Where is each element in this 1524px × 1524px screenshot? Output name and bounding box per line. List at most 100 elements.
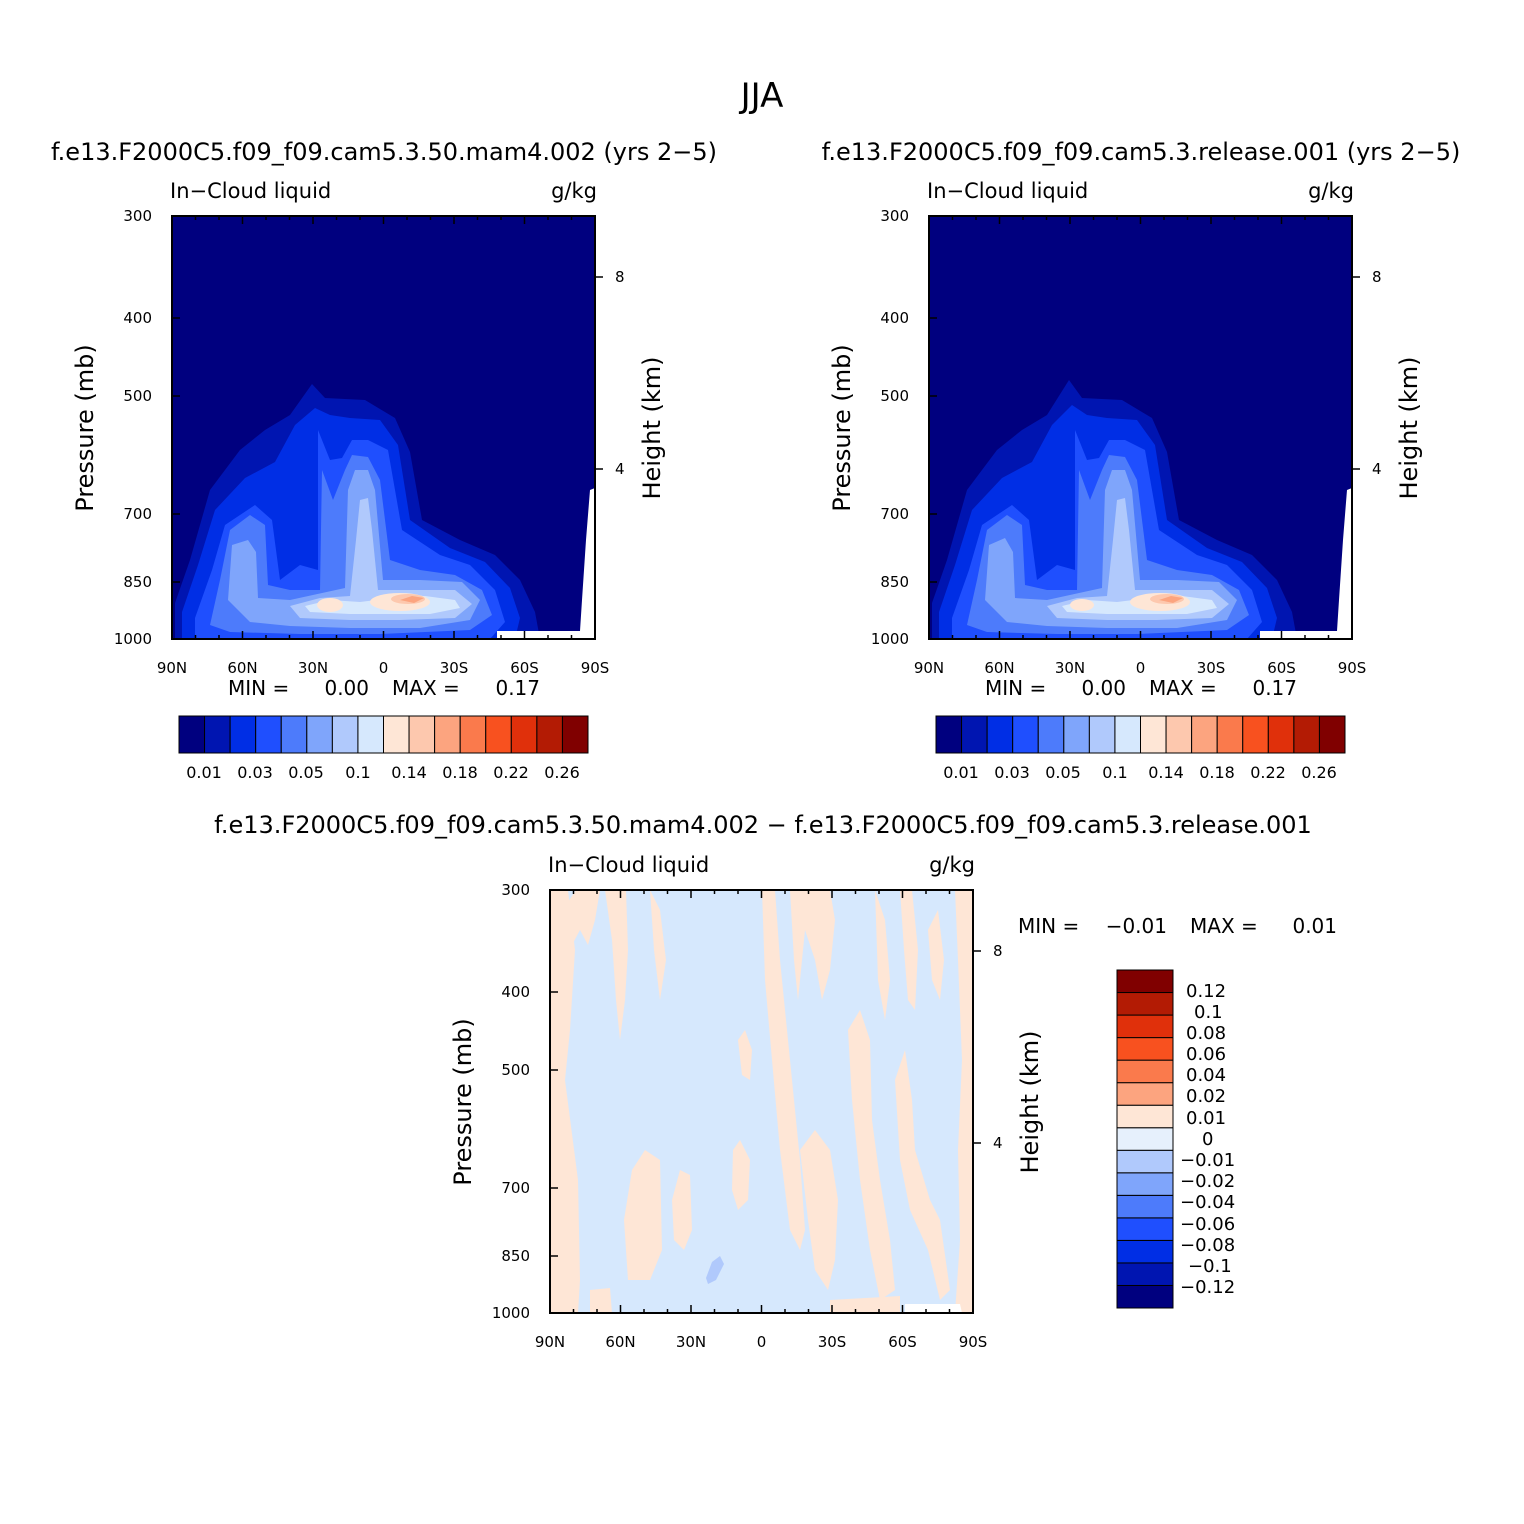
x-tick-label: 90S [959, 1333, 988, 1351]
colorbar-swatch [1318, 715, 1346, 754]
colorbar-swatch [255, 715, 282, 754]
colorbar-label: 0.1 [1194, 1002, 1223, 1023]
colorbar-label: 0.01 [1186, 1108, 1226, 1129]
x-tick-label: 30S [818, 1333, 847, 1351]
colorbar-label: 0.05 [288, 763, 324, 782]
colorbar-labels: 0.01 0.03 0.05 0.1 0.14 0.18 0.22 0.26 [943, 763, 1337, 782]
colorbar-swatch [229, 715, 257, 754]
colorbar-label: −0.12 [1180, 1277, 1235, 1298]
y-tick-marks [550, 889, 981, 1314]
diff-region [955, 890, 973, 1313]
y-tick-label: 850 [123, 573, 152, 591]
diff-region [550, 890, 580, 1313]
y-tick-label: 400 [501, 983, 530, 1001]
variable-label: In−Cloud liquid [170, 179, 331, 203]
colorbar-swatch [1114, 715, 1141, 754]
x-tick-marks [928, 216, 1353, 639]
diff-region [605, 890, 628, 1040]
axes-frame [171, 215, 603, 640]
y-tick-label: 300 [123, 207, 152, 225]
x-tick-label: 30S [440, 659, 469, 677]
axes-frame [549, 889, 981, 1314]
max-label: MAX = [392, 676, 460, 700]
diff-region [800, 1130, 838, 1290]
colorbar-swatch [961, 715, 988, 754]
diff-region [590, 1288, 612, 1313]
colorbar-swatch [1140, 715, 1167, 754]
height-tick-label: 8 [993, 942, 1003, 960]
min-value: 0.00 [1081, 676, 1126, 700]
colorbar-swatch [561, 715, 589, 754]
contour-field [929, 216, 1352, 639]
colorbar-label: 0.18 [442, 763, 478, 782]
positive-diff-regions [550, 890, 973, 1313]
y-tick-label: 400 [123, 309, 152, 327]
panel-title: f.e13.F2000C5.f09_f09.cam5.3.50.mam4.002… [51, 138, 717, 166]
colorbar-label: 0.22 [493, 763, 529, 782]
colorbar-swatch [1116, 1037, 1174, 1061]
colorbar-swatch [383, 715, 410, 754]
diff-region [566, 890, 600, 945]
axes-frame [928, 215, 1360, 640]
x-tick-label: 90N [914, 659, 944, 677]
colorbar-swatch [1116, 1127, 1174, 1151]
x-tick-labels: 90N 60N 30N 0 30S 60S 90S [157, 659, 609, 677]
colorbar-label: −0.04 [1180, 1192, 1235, 1213]
y-right-tick-labels: 8 4 [993, 942, 1003, 1152]
colorbar-swatch [1116, 969, 1174, 994]
diff-region [848, 1010, 895, 1300]
contour-level-4 [985, 470, 1237, 628]
diff-region [738, 1030, 752, 1080]
y-tick-label: 500 [880, 387, 909, 405]
x-tick-label: 60S [888, 1333, 917, 1351]
contour-level-7 [1070, 599, 1094, 611]
colorbar-label: −0.08 [1180, 1235, 1235, 1256]
x-tick-label: 90N [535, 1333, 565, 1351]
y-tick-label: 1000 [492, 1304, 530, 1322]
max-label: MAX = [1190, 914, 1258, 938]
units-label: g/kg [551, 179, 597, 203]
colorbar-swatch [1037, 715, 1065, 754]
panel-difference: f.e13.F2000C5.f09_f09.cam5.3.50.mam4.002… [214, 811, 1337, 1351]
colorbar [1116, 969, 1174, 1309]
colorbar-swatch [1293, 715, 1320, 754]
x-tick-label: 0 [1136, 659, 1146, 677]
min-label: MIN = [228, 676, 289, 700]
colorbar-label: 0.26 [1301, 763, 1337, 782]
colorbar-swatch [1116, 1082, 1174, 1106]
colorbar-swatch [935, 715, 963, 754]
x-tick-label: 60S [510, 659, 539, 677]
diff-region [672, 1170, 692, 1250]
units-label: g/kg [1308, 179, 1354, 203]
colorbar-labels: 0.01 0.03 0.05 0.1 0.14 0.18 0.22 0.26 [186, 763, 580, 782]
colorbar-label: 0.12 [1186, 981, 1226, 1002]
y-tick-labels: 300 400 500 700 850 1000 [871, 207, 909, 648]
y-tick-marks [172, 215, 603, 640]
height-tick-label: 4 [615, 460, 625, 478]
contour-level-7 [317, 598, 343, 612]
colorbar-swatch [510, 715, 538, 754]
colorbar-swatch [1267, 715, 1295, 754]
x-tick-label: 30N [298, 659, 328, 677]
x-tick-marks [549, 890, 974, 1313]
colorbar-swatch [485, 715, 512, 754]
x-tick-label: 60N [227, 659, 257, 677]
min-max-readout: MIN = −0.01 MAX = 0.01 [1018, 914, 1337, 938]
negative-diff-region [706, 1256, 724, 1284]
diff-region [732, 1140, 750, 1210]
colorbar-swatch [1116, 1284, 1174, 1309]
y-tick-labels: 300 400 500 700 850 1000 [492, 881, 530, 1322]
colorbar-swatch [459, 715, 487, 754]
colorbar-label: 0.03 [237, 763, 273, 782]
y-right-axis-label: Height (km) [1395, 357, 1423, 500]
panel-release: f.e13.F2000C5.f09_f09.cam5.3.release.001… [822, 138, 1461, 782]
y-tick-label: 300 [880, 207, 909, 225]
colorbar-label: 0.05 [1045, 763, 1081, 782]
colorbar [178, 715, 589, 754]
y-tick-label: 400 [880, 309, 909, 327]
colorbar-swatch [1012, 715, 1039, 754]
colorbar-swatch [1063, 715, 1090, 754]
colorbar-swatch [986, 715, 1014, 754]
diff-region [900, 890, 918, 1010]
